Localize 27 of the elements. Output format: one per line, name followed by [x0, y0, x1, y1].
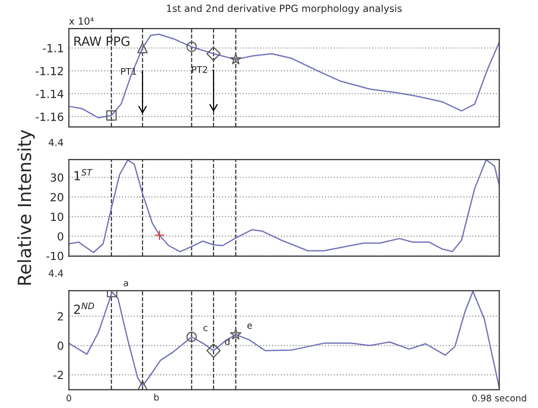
text: 4.4 — [48, 270, 64, 277]
annotation: PT2 — [192, 66, 208, 73]
x-tick-label: 0.98 second — [472, 394, 526, 402]
text: 4.4 — [48, 138, 64, 146]
y-axis-title: Relative Intensity — [17, 130, 35, 285]
annotation: b — [154, 394, 159, 401]
y-tick-label: 0 — [58, 232, 64, 241]
annotation: a — [124, 281, 128, 286]
y-tick-label: 30 — [50, 173, 64, 182]
annotation: d — [225, 338, 230, 345]
y-tick-label: -10 — [46, 252, 64, 260]
y-tick-label: -1.16 — [36, 112, 64, 121]
y-tick-label: -1.1 — [42, 44, 63, 52]
y-tick-label: 2 — [58, 312, 63, 320]
y-tick-label: 10 — [51, 212, 64, 221]
annotation: 1$^{ST}$ — [74, 169, 93, 180]
annotation: e — [247, 324, 252, 329]
y-tick-label: -1.14 — [36, 90, 64, 98]
y-tick-label: -1.12 — [36, 66, 63, 76]
annotation: RAW PPG — [74, 36, 130, 46]
y-tick-label: 20 — [50, 192, 64, 202]
annotation: 2$^{ND}$ — [74, 302, 94, 314]
annotation: c — [204, 326, 208, 332]
chart-title: 1st and 2nd derivative PPG morphology analysis — [167, 4, 402, 14]
y-tick-label: 0 — [58, 341, 64, 350]
text: x 10⁴ — [69, 17, 94, 25]
y-tick-label: -2 — [53, 370, 63, 380]
